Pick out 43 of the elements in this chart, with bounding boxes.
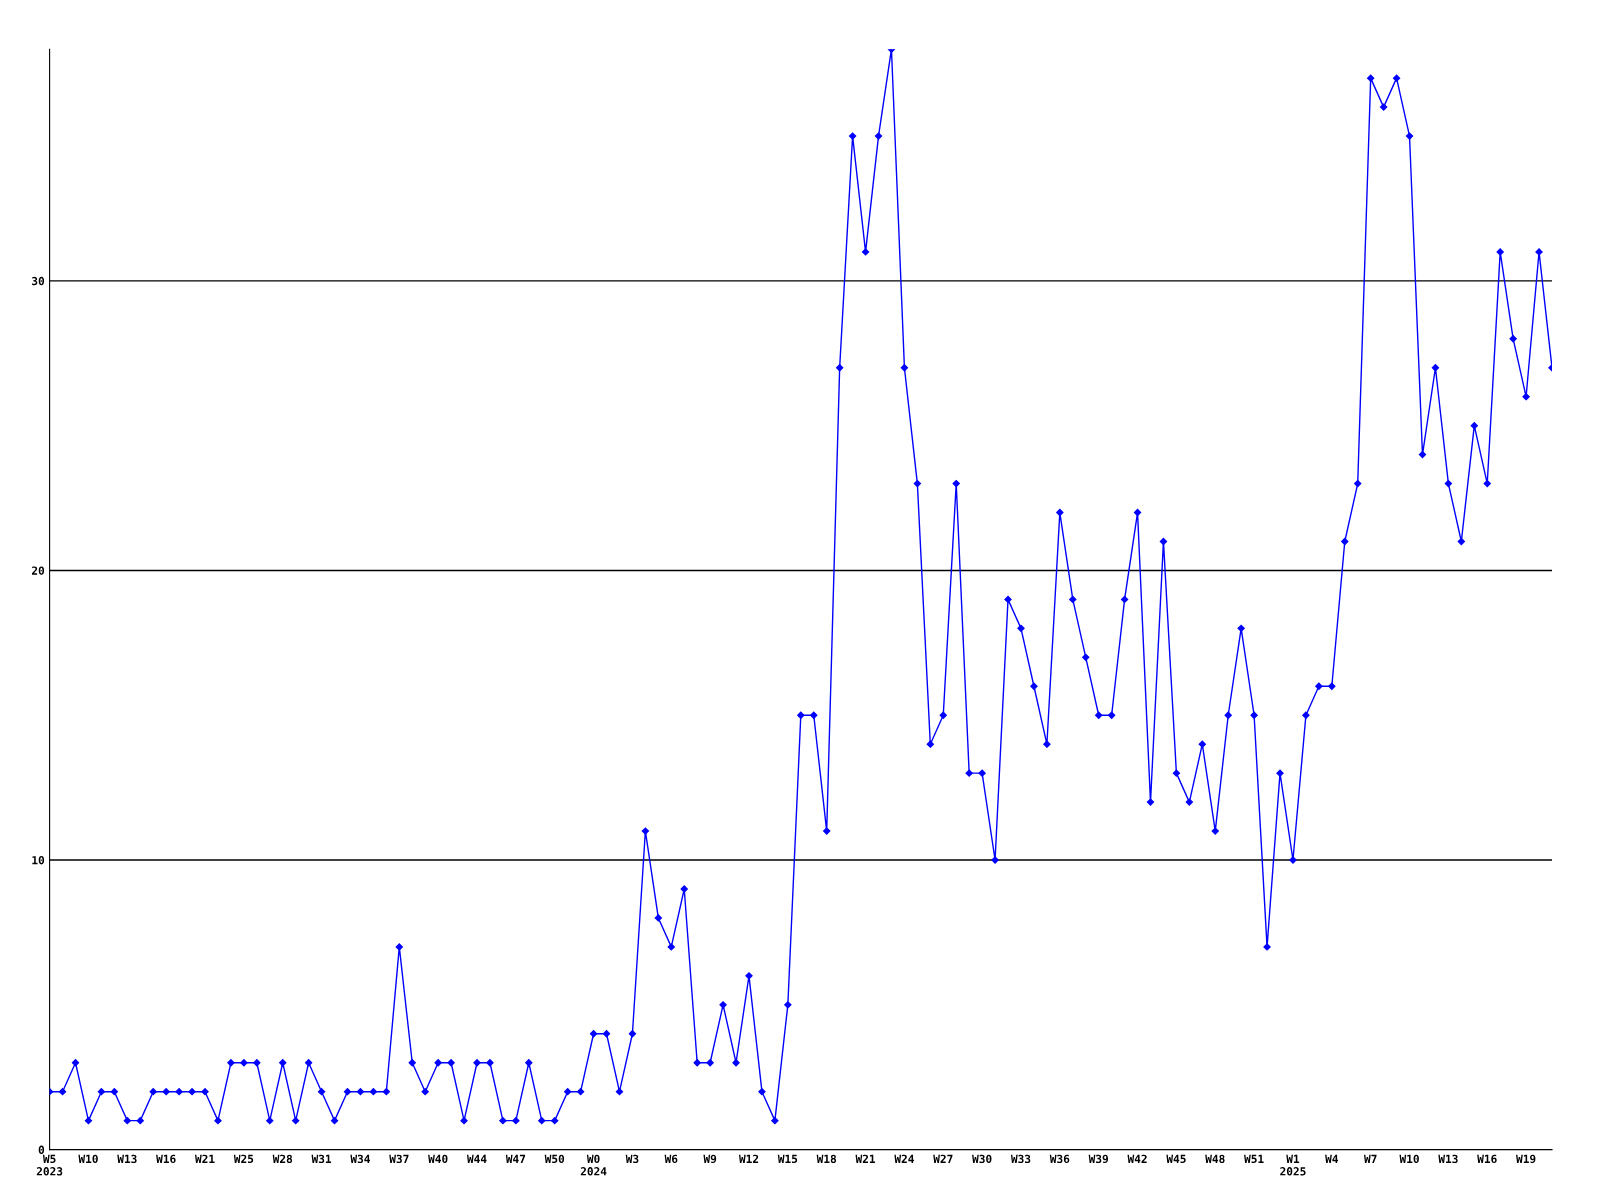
x-tick-label: W44 [466,1154,487,1163]
x-tick-label: W10 [1399,1154,1419,1164]
x-tick-label: W39 [1088,1154,1109,1164]
x-tick-label: W45 [1166,1154,1186,1164]
x-tick-label: W7 [1363,1154,1377,1163]
x-tick-label: W16 [1477,1154,1497,1164]
x-tick-label: W31 [311,1154,332,1164]
x-tick-label: W27 [933,1154,953,1163]
x-tick-label: W40 [428,1154,448,1164]
x-tick-label: W24 [894,1154,914,1163]
x-tick-label: W28 [272,1154,293,1164]
y-tick-label: 20 [31,566,45,575]
x-tick-label: W21 [855,1154,876,1163]
x-tick-label: W50 [544,1154,565,1164]
x-tick-label: W51 [1244,1154,1264,1164]
x-tick-label: W19 [1516,1154,1536,1164]
x-tick-label: W33 [1010,1154,1031,1164]
y-tick-label: 30 [32,276,45,286]
x-tick-label: W16 [156,1154,176,1164]
x-tick-label: W12 [738,1154,759,1163]
x-tick-label: W0 2024 [580,1154,607,1176]
x-tick-label: W30 [972,1154,992,1164]
x-tick-label: W3 [625,1154,639,1164]
x-tick-label: W21 [194,1154,215,1163]
x-tick-label: W6 [664,1154,678,1164]
x-tick-label: W10 [78,1154,98,1164]
x-tick-label: W25 [233,1154,254,1164]
x-tick-label: W9 [703,1154,717,1164]
x-tick-label: W48 [1205,1154,1225,1164]
x-tick-label: W36 [1049,1154,1070,1164]
y-tick-label: 0 [38,1145,45,1154]
x-tick-label: W37 [389,1154,409,1164]
x-tick-label: W18 [816,1154,837,1164]
x-tick-label: W15 [777,1154,798,1164]
x-tick-label: W13 [1438,1154,1458,1164]
y-tick-label: 10 [32,856,45,865]
x-tick-label: W34 [350,1154,370,1164]
x-tick-label: W13 [117,1154,137,1164]
x-tick-label: W1 2025 [1280,1154,1306,1176]
x-tick-label: W4 [1325,1154,1339,1163]
x-tick-label: W42 [1127,1154,1147,1163]
x-tick-label: W5 2023 [36,1154,63,1176]
x-tick-label: W47 [505,1154,526,1163]
